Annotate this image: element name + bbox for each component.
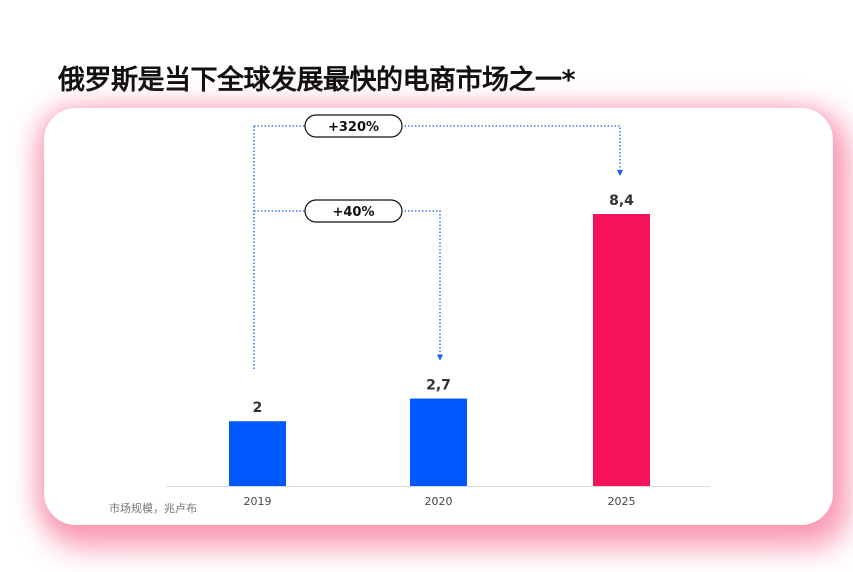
y-axis-label: 市场规模，兆卢布 (109, 502, 197, 515)
arrow-head-icon (617, 170, 623, 176)
bar-2020 (410, 398, 467, 486)
data-label-2019: 2 (253, 400, 263, 416)
arrow-head-icon (437, 354, 443, 361)
tick-label-2019: 2019 (244, 495, 272, 508)
bar-2019 (229, 421, 286, 486)
data-label-2025: 8,4 (609, 193, 634, 209)
tick-label-2025: 2025 (608, 495, 636, 508)
growth-badge-1 (304, 199, 403, 223)
data-label-2020: 2,7 (426, 378, 451, 394)
page-title: 俄罗斯是当下全球发展最快的电商市场之一* (58, 65, 576, 96)
tick-label-2020: 2020 (425, 495, 453, 508)
growth-badge-0 (304, 114, 403, 138)
annotation-arrow-1 (254, 210, 441, 355)
growth-label-0: +320% (328, 120, 379, 135)
bar-2025 (593, 214, 650, 486)
growth-label-1: +40% (332, 205, 374, 220)
